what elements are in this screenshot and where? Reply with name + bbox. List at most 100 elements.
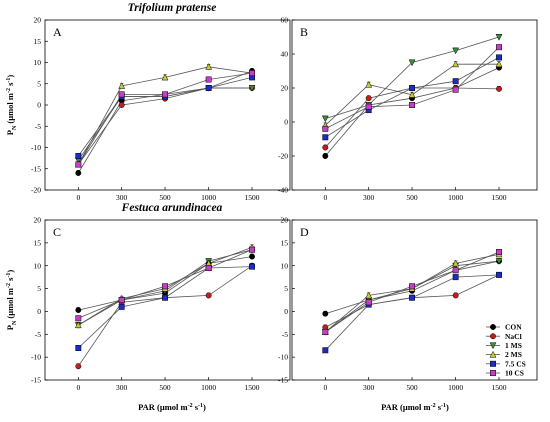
ylabel-part: N — [12, 125, 18, 130]
x-tick-label: 1000 — [448, 383, 463, 392]
data-point-2-ms — [489, 350, 497, 358]
ylabel-text: PN (μmol m-2 s-1) — [5, 75, 18, 136]
xlabel-text: PAR (μmol m-2 s-1) — [138, 402, 206, 412]
data-point-1-ms — [495, 258, 503, 265]
ylabel-part: ) — [5, 270, 15, 273]
xlabel-part: PAR (μmol m — [138, 402, 188, 412]
ylabel-part: N — [12, 320, 18, 325]
y-tick-label: 5 — [37, 284, 41, 293]
legend-label: NaCl — [505, 332, 522, 341]
y-tick-label: -40 — [278, 186, 288, 195]
data-point-1-ms — [495, 34, 503, 41]
data-point-10-cs — [496, 249, 502, 255]
data-point-nacl — [365, 95, 372, 102]
data-point-7-5-cs — [490, 360, 496, 367]
y-tick-label: 0 — [37, 307, 41, 316]
data-point-con — [75, 307, 82, 314]
xlabel-text: PAR (μmol m-2 s-1) — [381, 402, 449, 412]
xlabel-part: ) — [446, 402, 449, 412]
y-tick-label: 0 — [37, 101, 41, 110]
data-point-7-5-cs — [205, 85, 212, 91]
plot-frame — [291, 19, 538, 191]
data-point-1-ms — [321, 115, 329, 123]
data-point-2-ms — [408, 91, 416, 98]
data-point-7-5-cs — [75, 345, 82, 351]
ylabel-part: -1 — [6, 273, 12, 278]
data-point-10-cs — [249, 70, 255, 77]
x-tick-label: 300 — [116, 383, 128, 392]
data-point-nacl — [322, 144, 329, 151]
data-point-7-5-cs — [322, 347, 329, 354]
data-point-10-cs — [409, 283, 416, 290]
x-tick-label: 500 — [159, 383, 171, 392]
data-point-2-ms — [495, 60, 503, 68]
data-point-1-ms — [408, 59, 416, 67]
data-point-10-cs — [205, 76, 212, 83]
y-tick-label: -10 — [31, 143, 41, 152]
xlabel-part: s — [193, 402, 199, 412]
data-point-2-ms — [205, 62, 213, 70]
y-tick-label: 20 — [34, 216, 42, 225]
y-tick-label: -10 — [31, 353, 41, 362]
y-tick-label: 5 — [37, 79, 41, 88]
data-point-2-ms — [452, 60, 460, 68]
data-point-con — [322, 153, 329, 159]
data-point-10-cs — [205, 265, 212, 271]
x-tick-label: 300 — [363, 383, 375, 392]
plot-frame — [44, 19, 291, 191]
xlabel-part: -2 — [188, 403, 193, 409]
data-point-2-ms — [452, 259, 460, 267]
data-point-7-5-cs — [409, 85, 416, 91]
series-line-con — [324, 67, 500, 157]
data-point-2-ms — [365, 291, 373, 299]
y-tick-label: 0 — [284, 307, 288, 316]
panel-label: B — [300, 25, 308, 39]
data-point-nacl — [490, 333, 496, 340]
data-point-con — [490, 324, 496, 330]
xlabel-part: -1 — [198, 403, 203, 409]
panel-a: -20 -15 -10 -5 0 5 10 15 20 0 300 500 1000 1500 A — [31, 16, 291, 202]
data-point-10-cs — [75, 315, 82, 322]
xlabel-part: -1 — [441, 403, 446, 409]
data-point-2-ms — [74, 321, 82, 329]
y-tick-label: 0 — [284, 118, 288, 127]
legend-label: 10 CS — [505, 369, 524, 378]
data-point-2-ms — [365, 80, 373, 88]
data-point-10-cs — [162, 91, 169, 98]
data-point-nacl — [75, 363, 82, 370]
ylabel-part: ) — [5, 75, 15, 78]
y-tick-label: -5 — [35, 122, 41, 131]
x-tick-label: 1000 — [448, 193, 463, 202]
legend-item: NaCl — [486, 332, 522, 341]
y-tick-label: -15 — [278, 376, 288, 385]
y-tick-label: 10 — [281, 261, 289, 270]
data-point-7-5-cs — [249, 263, 255, 270]
data-point-10-cs — [365, 299, 372, 306]
ylabel-part: s — [5, 82, 15, 88]
data-point-10-cs — [322, 329, 329, 335]
panel-label: D — [300, 225, 309, 239]
data-point-10-cs — [452, 267, 459, 274]
legend-item: 2 MS — [486, 350, 522, 359]
xlabel-part: -2 — [431, 403, 436, 409]
y-tick-label: -20 — [31, 186, 41, 195]
y-tick-label: 20 — [281, 84, 289, 93]
data-point-10-cs — [490, 370, 496, 376]
data-point-10-cs — [409, 102, 416, 108]
y-tick-label: -15 — [31, 164, 41, 173]
data-point-7-5-cs — [75, 153, 82, 159]
x-tick-label: 1500 — [492, 193, 507, 202]
ylabel-top: PN (μmol m-2 s-1) — [5, 75, 18, 136]
x-tick-label: 500 — [406, 383, 418, 392]
data-point-7-5-cs — [409, 294, 416, 301]
data-point-1-ms — [489, 342, 497, 350]
ylabel-part: P — [5, 325, 15, 330]
ylabel-bottom: PN (μmol m-2 s-1) — [5, 270, 18, 331]
data-point-7-5-cs — [162, 294, 169, 301]
x-tick-label: 300 — [116, 193, 128, 202]
legend-label: CON — [505, 323, 522, 332]
ylabel-part: (μmol m — [5, 288, 15, 321]
y-tick-label: 10 — [34, 58, 42, 67]
data-point-10-cs — [118, 297, 125, 303]
